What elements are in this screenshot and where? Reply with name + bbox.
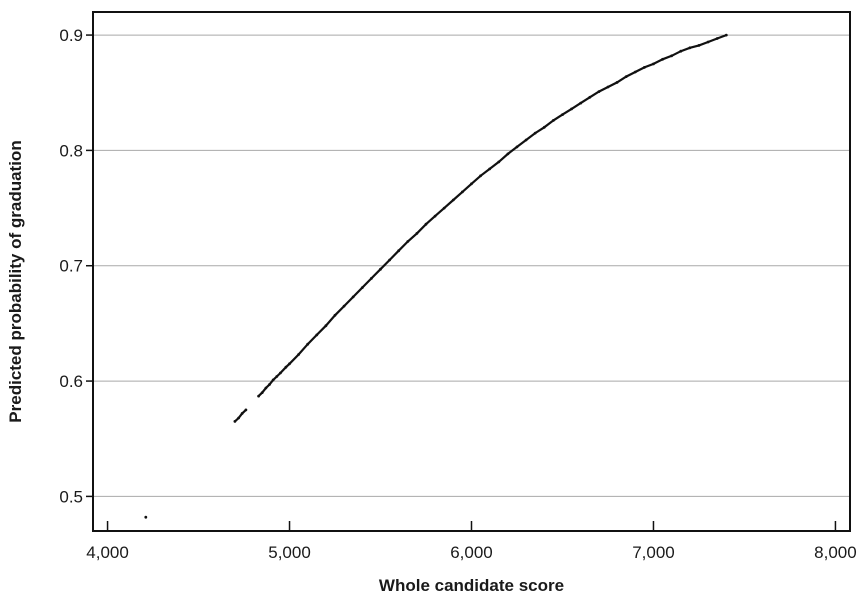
data-point: [479, 174, 482, 178]
data-point: [724, 33, 728, 37]
data-point: [257, 394, 260, 398]
series-line: [257, 34, 727, 397]
data-point: [524, 138, 528, 142]
y-tick-label: 0.9: [59, 26, 83, 45]
x-axis: 4,000 5,000 6,000 7,000 8,000: [86, 521, 857, 562]
data-point: [506, 152, 510, 156]
data-point: [433, 214, 437, 218]
data-point: [661, 57, 664, 61]
y-tick-label: 0.5: [59, 487, 83, 506]
data-point: [679, 49, 683, 53]
data-point: [688, 46, 692, 50]
data-point: [244, 408, 248, 412]
data-point: [515, 145, 519, 149]
data-point: [333, 313, 337, 317]
data-point: [240, 412, 244, 415]
data-point: [624, 75, 628, 78]
data-point: [579, 101, 583, 105]
data-point: [606, 85, 610, 89]
data-point: [233, 420, 237, 423]
data-points: [144, 33, 728, 519]
data-point: [260, 391, 264, 394]
data-point: [706, 40, 710, 44]
x-tick-label: 5,000: [268, 543, 311, 562]
y-axis: 0.5 0.6 0.7 0.8 0.9: [59, 26, 93, 506]
data-point: [360, 286, 364, 289]
data-point: [533, 131, 537, 135]
data-point: [424, 222, 428, 226]
grid-lines: [93, 34, 850, 497]
data-point: [488, 167, 492, 171]
data-point: [415, 232, 419, 235]
data-point: [297, 353, 300, 356]
data-point: [324, 324, 328, 328]
x-tick-label: 4,000: [86, 543, 129, 562]
data-point: [470, 182, 473, 186]
x-tick-label: 7,000: [632, 543, 675, 562]
plot-frame: [92, 11, 851, 532]
data-point: [497, 160, 501, 164]
data-point: [315, 333, 319, 337]
y-tick-label: 0.7: [59, 257, 83, 276]
y-axis-label: Predicted probability of graduation: [6, 140, 25, 422]
data-point: [715, 37, 719, 40]
y-tick-label: 0.6: [59, 372, 83, 391]
data-point: [144, 515, 148, 519]
series-line: [234, 409, 247, 423]
data-point: [264, 386, 268, 390]
data-point: [268, 383, 271, 386]
x-axis-label: Whole candidate score: [379, 576, 564, 595]
data-point: [271, 378, 275, 382]
data-point: [351, 295, 355, 299]
data-point: [442, 206, 446, 210]
data-point: [597, 90, 601, 93]
data-point: [275, 375, 279, 378]
data-point: [237, 416, 241, 420]
data-point: [552, 119, 555, 122]
data-point: [697, 44, 701, 47]
data-point: [588, 95, 592, 99]
data-point: [370, 277, 373, 280]
data-point: [643, 66, 646, 69]
data-point: [570, 107, 573, 111]
data-point: [652, 62, 655, 66]
data-point: [284, 365, 288, 369]
data-point: [615, 81, 619, 84]
data-point: [379, 267, 382, 271]
data-point: [561, 113, 564, 116]
data-point: [451, 198, 455, 202]
data-point: [397, 249, 401, 253]
data-point: [542, 125, 546, 129]
data-point: [633, 70, 637, 74]
y-tick-label: 0.8: [59, 141, 83, 160]
data-point: [342, 304, 346, 308]
x-tick-label: 8,000: [814, 543, 857, 562]
data-point: [306, 342, 310, 346]
data-point: [406, 240, 410, 243]
x-tick-label: 6,000: [450, 543, 493, 562]
data-point: [670, 54, 674, 58]
data-point: [279, 371, 282, 375]
data-point: [461, 190, 464, 194]
data-point: [288, 362, 291, 366]
data-point: [388, 258, 391, 262]
